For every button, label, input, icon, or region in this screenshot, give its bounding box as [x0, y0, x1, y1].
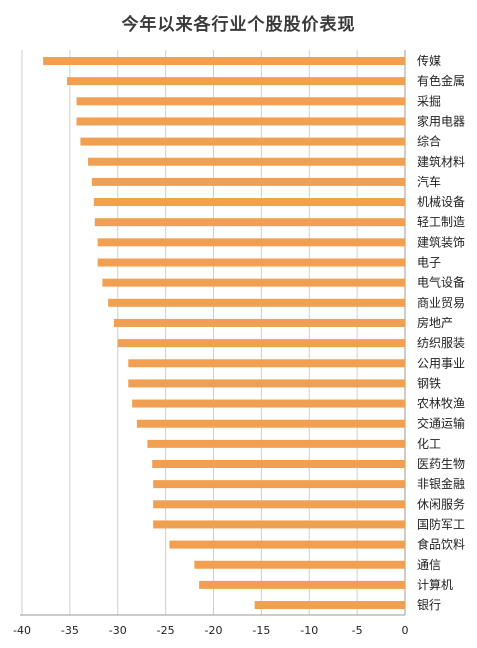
- category-label: 建筑材料: [417, 154, 465, 169]
- x-tick-label: -30: [109, 624, 127, 637]
- category-label: 汽车: [417, 174, 441, 189]
- x-axis: -40 -35 -30 -25 -20 -15 -10 -5 0: [13, 614, 409, 637]
- bar: [76, 97, 405, 106]
- bar: [194, 560, 405, 569]
- x-tick-label: -35: [61, 624, 79, 637]
- bar: [76, 117, 405, 126]
- category-label: 休闲服务: [417, 496, 465, 511]
- bar: [147, 439, 405, 448]
- gridlines: [21, 50, 406, 615]
- bar: [94, 218, 406, 227]
- bar: [153, 480, 405, 489]
- bar: [132, 399, 406, 408]
- x-tick-label: -10: [300, 624, 318, 637]
- category-label: 综合: [417, 134, 441, 149]
- category-label: 医药生物: [417, 457, 465, 471]
- bar: [93, 198, 405, 207]
- bar: [80, 137, 405, 146]
- x-tick-label: -40: [13, 624, 31, 637]
- category-label: 国防军工: [417, 516, 465, 531]
- bar: [108, 298, 406, 307]
- category-label: 钢铁: [417, 376, 441, 390]
- bar: [254, 601, 405, 610]
- bar: [136, 419, 405, 428]
- category-label: 非银金融: [417, 476, 465, 491]
- x-tick-label: -20: [205, 624, 223, 637]
- bar: [88, 157, 405, 166]
- category-label: 商业贸易: [417, 295, 465, 310]
- x-tick-label: 0: [402, 624, 409, 637]
- category-label: 建筑装饰: [417, 234, 465, 249]
- category-label: 公用事业: [417, 356, 465, 370]
- category-label: 纺织服装: [417, 336, 465, 350]
- category-label: 轻工制造: [417, 215, 465, 229]
- x-tick-label: -25: [157, 624, 175, 637]
- category-label: 采掘: [417, 93, 441, 108]
- bars: [43, 57, 406, 610]
- category-label: 农林牧渔: [417, 397, 465, 411]
- category-label: 传媒: [417, 53, 441, 68]
- bar: [152, 460, 405, 468]
- bar: [153, 500, 405, 509]
- x-tick-label: -5: [352, 624, 363, 637]
- category-label: 有色金属: [417, 73, 465, 88]
- category-labels: 传媒有色金属采掘家用电器综合建筑材料汽车机械设备轻工制造建筑装饰电子电气设备商业…: [417, 53, 465, 612]
- x-tick-label: -15: [252, 624, 270, 637]
- category-label: 交通运输: [417, 416, 465, 431]
- bar: [199, 580, 405, 589]
- category-label: 化工: [417, 437, 441, 451]
- category-label: 电气设备: [417, 275, 465, 290]
- bar: [113, 318, 406, 327]
- bar: [117, 339, 405, 348]
- bar: [128, 379, 405, 388]
- bar: [67, 77, 405, 86]
- category-label: 机械设备: [417, 194, 465, 209]
- category-label: 通信: [417, 558, 441, 572]
- category-label: 电子: [417, 256, 441, 270]
- category-label: 房地产: [417, 315, 453, 330]
- category-label: 计算机: [417, 577, 453, 592]
- category-label: 食品饮料: [417, 537, 465, 552]
- bar: [91, 177, 406, 186]
- bar: [97, 238, 405, 247]
- bar: [153, 520, 405, 529]
- chart-title: 今年以来各行业个股股价表现: [121, 15, 356, 35]
- category-label: 家用电器: [417, 113, 465, 128]
- bar: [97, 258, 405, 267]
- bar: [128, 359, 405, 368]
- bar: [102, 278, 406, 287]
- bar: [43, 57, 405, 65]
- category-label: 银行: [417, 598, 441, 612]
- bar: [169, 540, 405, 549]
